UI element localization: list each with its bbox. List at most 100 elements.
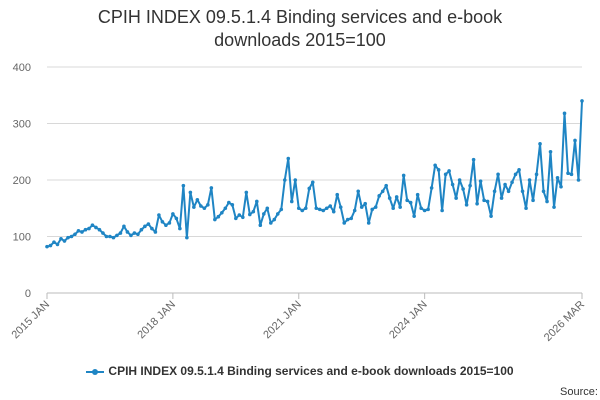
series-line [46,100,583,248]
data-point [415,192,420,197]
data-point [90,223,95,227]
data-point [59,236,63,241]
data-point [324,206,329,211]
data-point [531,198,535,203]
data-point [398,205,402,209]
data-point [139,227,144,232]
data-point [174,216,179,221]
data-point [73,232,77,237]
data-point [387,196,392,200]
data-point [440,208,444,213]
legend[interactable]: CPIH INDEX 09.5.1.4 Binding services and… [0,364,600,378]
data-point [223,206,228,211]
data-point [136,232,140,237]
data-point [265,206,270,211]
data-point [380,189,385,194]
data-point [447,169,451,173]
data-point [492,189,497,194]
data-point [62,239,67,243]
data-point [303,206,308,211]
data-point [454,196,458,200]
data-point [506,189,511,194]
data-point [527,178,532,182]
data-point [356,189,361,194]
x-tick-label: 2024 JAN [387,299,430,342]
data-point [115,233,119,238]
data-point [426,207,430,212]
data-point [300,208,305,213]
data-point [317,207,322,212]
data-point [101,231,105,235]
data-point [541,189,546,194]
data-point [503,182,507,187]
data-point [153,230,158,234]
data-point [188,190,193,195]
data-point [464,203,469,207]
data-point [566,171,570,176]
data-point [408,200,413,205]
data-point [352,208,357,213]
data-point [160,220,165,224]
data-point [496,172,500,177]
data-point [244,190,249,195]
data-point [314,206,319,211]
data-point [125,230,130,234]
data-point [370,207,375,212]
data-point [118,231,123,235]
data-point [345,217,350,222]
data-point [76,229,81,233]
data-point [80,230,84,234]
data-point [275,212,280,216]
data-point [185,235,189,240]
data-point [167,221,172,225]
data-point [373,205,378,209]
data-point [143,224,147,229]
data-point [433,163,437,168]
chart-title: CPIH INDEX 09.5.1.4 Binding services and… [0,6,600,52]
data-point [192,205,196,209]
data-point [562,111,567,116]
x-tick-label: 2021 JAN [261,299,304,342]
data-point [573,138,577,143]
data-point [331,209,336,214]
data-point [489,214,493,218]
data-point [576,178,581,182]
data-point [419,206,423,211]
data-point [559,184,563,189]
data-point [538,142,542,146]
source-label: Source: [560,386,598,398]
data-point [282,178,287,182]
data-point [307,186,312,191]
data-point [328,204,333,208]
data-point [296,206,301,211]
data-point [482,198,486,203]
data-point [195,197,200,202]
data-point [157,213,161,217]
data-point [548,149,553,154]
data-point [94,225,98,230]
data-point [377,194,381,198]
data-point [87,226,91,231]
data-point [520,189,525,194]
chart-title-line-2: downloads 2015=100 [214,30,386,50]
data-point [436,168,441,172]
data-point [545,199,549,204]
y-tick-label: 0 [25,288,31,300]
data-point [178,226,182,231]
data-point [69,234,74,239]
data-point [241,215,245,220]
data-point [429,186,434,190]
legend-line-marker-icon [86,367,105,377]
data-point [363,201,368,206]
data-point [384,183,388,188]
data-point [468,183,472,188]
data-point [321,208,326,213]
data-point [111,235,116,240]
data-point [499,196,504,200]
data-point [338,205,343,209]
data-point [206,203,210,207]
data-point [401,173,406,178]
data-point [48,243,53,248]
data-point [234,216,238,221]
